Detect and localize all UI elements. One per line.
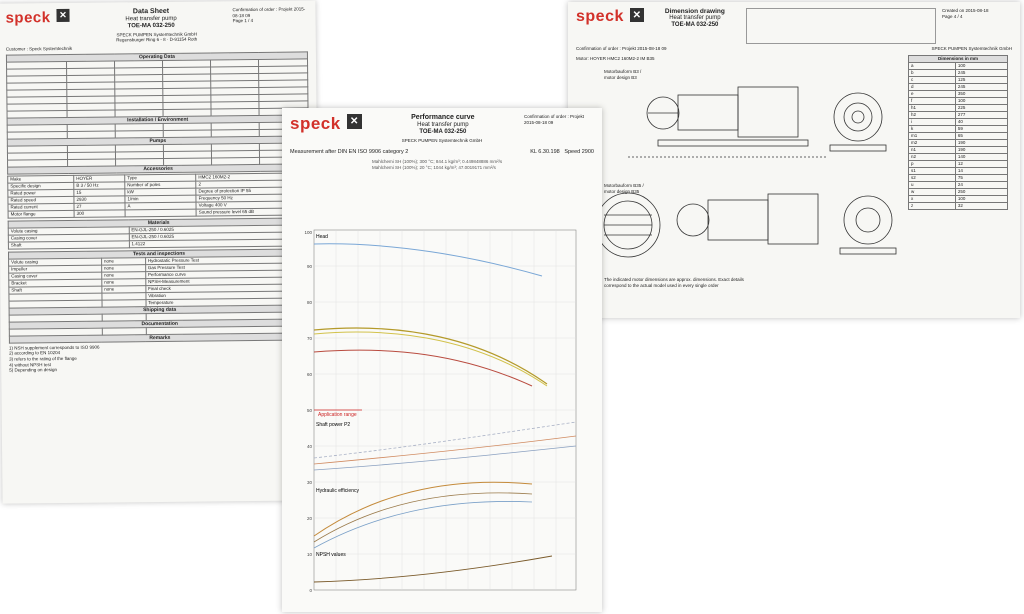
npsh-axis-label: NPSH values bbox=[316, 552, 346, 558]
sheet-model: TOE-MA 032-250 bbox=[671, 22, 719, 29]
table-row: p 12 bbox=[908, 160, 1009, 169]
application-range-label: Application range bbox=[318, 412, 357, 418]
sheet-subtitle: Heat transfer pump bbox=[669, 15, 721, 22]
performance-curve-page: speck ✕ Performance curve Heat transfer … bbox=[282, 108, 602, 612]
order-confirmation: Confirmation of order : Projekt 2015-08-… bbox=[576, 46, 667, 51]
y-tick: 50 bbox=[307, 408, 313, 413]
dimension-drawing-page: speck ✕ Dimension drawing Heat transfer … bbox=[568, 2, 1020, 318]
speed-value: 2900 bbox=[581, 149, 594, 156]
page-number: Page 1 / 4 bbox=[232, 18, 254, 24]
y-tick: 70 bbox=[307, 336, 313, 341]
head-curve-yellow bbox=[313, 331, 548, 387]
table-row: z 32 bbox=[908, 202, 1009, 211]
tests-table: Tests and inspections Volute casing none H… bbox=[8, 248, 311, 343]
design-label-b35: Motorbauform B35 / motor design B35 bbox=[604, 183, 644, 194]
dimension-sheet-header: speck ✕ Dimension drawing Heat transfer … bbox=[568, 2, 1020, 46]
y-tick: 90 bbox=[307, 264, 313, 269]
sheet-subtitle: Heat transfer pump bbox=[417, 122, 469, 129]
table-row: h1 225 bbox=[908, 104, 1009, 113]
table-row: s2 75 bbox=[908, 174, 1009, 183]
dimension-note: The indicated motor dimensions are appro… bbox=[604, 277, 744, 288]
company-name: SPECK PUMPEN Systemtechnik GmbH bbox=[401, 137, 483, 143]
power-axis-label: Shaft power P2 bbox=[316, 422, 350, 428]
table-row: n2 140 bbox=[908, 153, 1009, 162]
data-sheet-header: speck ✕ Data Sheet Heat transfer pump TO… bbox=[0, 0, 316, 33]
head-curve-olive bbox=[313, 327, 548, 385]
table-row: w 250 bbox=[908, 188, 1009, 197]
notes-list: 1) NSH supplement corresponds to ISO 990… bbox=[8, 344, 100, 373]
sheet-title: Dimension drawing bbox=[664, 8, 725, 15]
power-curve-3 bbox=[313, 445, 577, 471]
speck-logo: speck bbox=[576, 8, 624, 25]
efficiency-axis-label: Hydraulic efficiency bbox=[316, 488, 359, 494]
speck-logo: speck bbox=[5, 9, 51, 27]
npsh-curve bbox=[313, 555, 553, 583]
table-row: a 100 bbox=[908, 62, 1009, 71]
kl-number: KL 6.30.198 bbox=[530, 149, 560, 156]
table-row: x 100 bbox=[908, 195, 1009, 204]
pump-drawing-b35 bbox=[595, 192, 897, 258]
table-row: c 125 bbox=[908, 76, 1009, 85]
head-curve-red bbox=[313, 349, 533, 387]
efficiency-curve-3 bbox=[313, 501, 533, 549]
operating-data-table: Operating Data Installation / Environmen… bbox=[6, 51, 309, 174]
sheet-model: TOE-MA 032-250 bbox=[419, 128, 467, 135]
order-confirmation: Confirmation of order : Projekt 2015-08-… bbox=[232, 6, 306, 18]
design-label-b3: Motorbauform B3 / motor design B3 bbox=[604, 69, 642, 80]
table-row: k 59 bbox=[908, 125, 1009, 134]
y-tick: 40 bbox=[307, 444, 313, 449]
table-row: f 100 bbox=[908, 97, 1009, 106]
power-curve-1 bbox=[313, 421, 577, 459]
y-tick: 80 bbox=[307, 300, 313, 305]
speck-x-icon: ✕ bbox=[346, 114, 362, 129]
speck-x-icon: ✕ bbox=[629, 8, 644, 22]
efficiency-curve-1 bbox=[313, 481, 533, 537]
table-row: b 245 bbox=[908, 69, 1009, 78]
y-tick: 100 bbox=[304, 230, 312, 235]
sheet-model: TOE-MA 032-250 bbox=[127, 22, 175, 30]
motor-model: HOYER HMC2 160M2-2 IM B35 bbox=[590, 55, 655, 61]
head-curve-blue bbox=[313, 243, 543, 277]
dimensions-table: Dimensions in mm a 100 b 245 c 125 d 245 e 35… bbox=[908, 55, 1009, 211]
materials-table: Materials Volute casing EN-GJL-250 / 0.60… bbox=[8, 217, 310, 249]
sheet-title: Performance curve bbox=[411, 114, 475, 121]
y-tick: 30 bbox=[307, 480, 313, 485]
table-row: m2 190 bbox=[908, 139, 1009, 148]
head-axis-label: Head bbox=[316, 234, 328, 240]
created-date: 2015-08-18 bbox=[965, 8, 989, 13]
table-row: h2 277 bbox=[908, 111, 1009, 120]
measurement-standard: Measurement after DIN EN ISO 9906 catego… bbox=[290, 149, 409, 156]
performance-sheet-header: speck ✕ Performance curve Heat transfer … bbox=[282, 108, 602, 138]
speck-x-icon: ✕ bbox=[56, 8, 70, 23]
table-row: u 24 bbox=[908, 181, 1009, 190]
y-tick: 20 bbox=[307, 516, 313, 521]
medium-line-1: Mahlchemi SH (100%); 300 °C; 844.1 kg/m³… bbox=[372, 158, 503, 164]
table-row: e 350 bbox=[908, 90, 1009, 99]
table-row: s1 14 bbox=[908, 167, 1009, 176]
table-row: m1 65 bbox=[908, 132, 1009, 141]
motor-table: Make HOYER Type HMC2 160M2-2 Specific desig… bbox=[7, 172, 310, 218]
page-number: Page 4 / 4 bbox=[942, 13, 963, 19]
order-confirmation: Confirmation of order : Projekt 2015-08-… bbox=[524, 114, 585, 125]
y-tick: 0 bbox=[309, 588, 312, 593]
y-tick: 60 bbox=[307, 372, 313, 377]
efficiency-curve-2 bbox=[313, 492, 533, 543]
performance-chart: Head Application range Shaft power P2 Hy… bbox=[304, 229, 577, 593]
table-row: n1 190 bbox=[908, 146, 1009, 155]
data-sheet-page: speck ✕ Data Sheet Heat transfer pump TO… bbox=[0, 0, 321, 504]
speck-logo: speck bbox=[290, 114, 341, 133]
y-tick: 10 bbox=[307, 552, 313, 557]
medium-line-2: Mahlchemi SH (100%); 20 °C; 1044 kg/m³; … bbox=[372, 165, 496, 171]
power-curve-2 bbox=[313, 435, 577, 465]
table-row: d 245 bbox=[908, 83, 1009, 92]
company-name: SPECK PUMPEN Systemtechnik GmbH bbox=[931, 46, 1012, 51]
table-row: i 40 bbox=[908, 118, 1009, 127]
pump-drawing-b3 bbox=[628, 86, 887, 158]
